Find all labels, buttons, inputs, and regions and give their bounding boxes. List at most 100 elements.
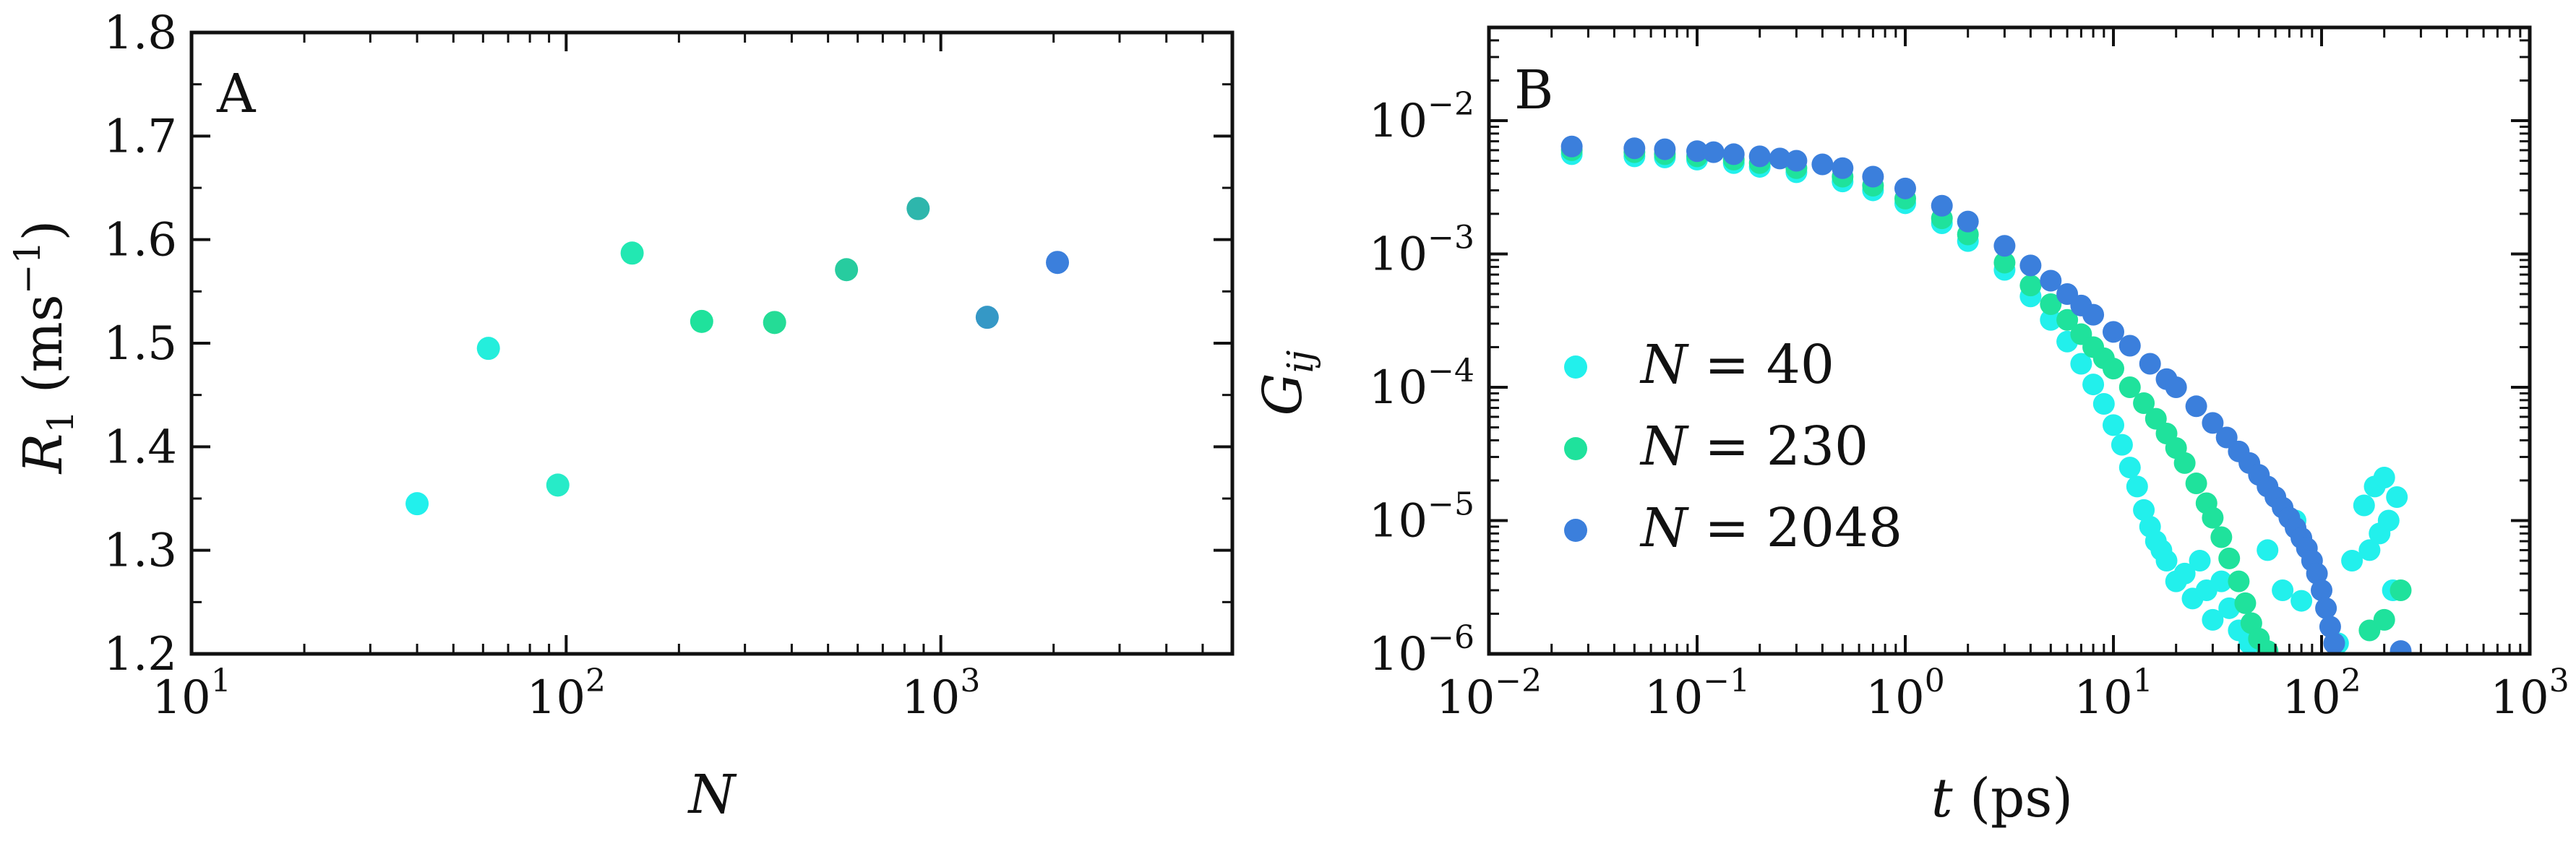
panel-b-data-point <box>2155 550 2178 572</box>
panel-a: 101 102 103 1.2 1.3 1.4 1.5 1.6 1.7 1.8 A N R1 (m… <box>7 7 1235 826</box>
panel-b-data-point <box>2319 616 2341 638</box>
panel-a-x-axis-title: N <box>687 764 737 826</box>
panel-b-data-point <box>2228 570 2250 592</box>
svg-text:Gij: Gij <box>1252 350 1321 416</box>
panel-a-y-axis-title: R1 (ms−1) <box>7 220 82 475</box>
panel-b-data-point <box>2202 608 2224 631</box>
panel-b-data-point <box>1894 177 1916 199</box>
legend-label: N = 2048 <box>1639 497 1902 559</box>
panel-b-data-point <box>2133 392 2155 414</box>
svg-text:R1 (ms−1): R1 (ms−1) <box>7 220 82 475</box>
panel-b-frame <box>1487 25 2532 656</box>
panel-b-data-point <box>2103 358 2124 380</box>
panel-a-y-tick-label: 1.7 <box>103 110 177 163</box>
panel-b-y-tick-label: 10−3 <box>1369 219 1474 281</box>
panel-b-data-point <box>1862 165 1884 188</box>
panel-b-y-tick-label: 10−4 <box>1369 353 1474 415</box>
panel-a-y-tick-label: 1.5 <box>103 317 177 371</box>
panel-b-data-point <box>2118 457 2141 479</box>
panel-a-ticks <box>190 31 1234 655</box>
panel-b-y-axis-title: Gij <box>1252 350 1321 416</box>
panel-b-data-point <box>2358 539 2381 561</box>
panel-b-series-group <box>1560 135 2412 654</box>
panel-b-data-point <box>1722 143 1745 165</box>
legend-marker <box>1564 355 1587 379</box>
panel-b-data-point <box>1993 235 2016 257</box>
panel-b-data-point <box>1748 145 1771 168</box>
panel-b-y-tick-label: 10−5 <box>1369 486 1474 548</box>
panel-a-data-point <box>476 337 500 361</box>
panel-b: 10−2 10−1 100 101 102 10310−610−510−410−310−2… <box>1252 25 2569 829</box>
panel-b-letter: B <box>1514 59 1553 121</box>
panel-b-data-point <box>2103 321 2124 343</box>
svg-text:t (ps): t (ps) <box>1931 767 2073 829</box>
panel-b-data-point <box>2386 486 2408 509</box>
panel-b-data-point <box>1769 147 1791 170</box>
panel-b-data-point <box>2373 608 2395 631</box>
panel-b-data-point <box>2070 353 2092 375</box>
panel-b-data-point <box>2133 499 2155 521</box>
panel-b-data-point <box>2291 590 2313 612</box>
legend-marker <box>1564 437 1587 460</box>
panel-b-data-point <box>2315 597 2337 619</box>
panel-b-data-point <box>2019 275 2042 297</box>
panel-a-y-tick-label: 1.8 <box>103 7 177 60</box>
panel-b-data-point <box>1811 153 1834 176</box>
panel-a-data-point <box>763 311 786 335</box>
panel-b-data-point <box>2165 376 2187 398</box>
panel-b-data-point <box>2019 254 2042 277</box>
panel-a-x-tick-label: 103 <box>901 663 980 725</box>
panel-a-data-point <box>1046 251 1070 275</box>
panel-b-data-point <box>2185 473 2207 495</box>
panel-b-data-point <box>2210 570 2233 592</box>
panel-b-data-point <box>2173 562 2196 585</box>
panel-b-data-point <box>1654 138 1676 160</box>
panel-a-y-tick-label: 1.3 <box>103 525 177 578</box>
panel-b-data-point <box>2092 393 2115 415</box>
panel-b-data-point <box>2040 269 2062 292</box>
panel-a-data-point <box>690 309 713 333</box>
panel-b-data-point <box>2218 547 2241 569</box>
panel-a-data-point <box>906 197 930 220</box>
panel-b-data-point <box>1702 141 1725 163</box>
panel-b-data-point <box>2111 434 2133 456</box>
panel-b-data-point <box>2103 414 2124 436</box>
panel-b-data-point <box>2323 632 2345 654</box>
panel-a-x-tick-label: 102 <box>527 663 606 725</box>
panel-b-legend: N = 40 N = 230 N = 2048 <box>1564 334 1902 559</box>
panel-b-data-point <box>1785 150 1808 172</box>
panel-b-x-axis-title: t (ps) <box>1931 767 2073 829</box>
panel-b-data-point <box>2272 579 2294 601</box>
panel-b-data-point <box>2306 562 2328 585</box>
panel-b-data-point <box>2390 579 2412 601</box>
panel-b-data-point <box>2234 592 2257 614</box>
panel-b-tick-labels: 10−2 10−1 100 101 102 103 10−6 10−5 10−4 10−3 10−2 <box>1369 86 2569 725</box>
panel-b-data-point <box>1993 251 2016 274</box>
panel-b-data-point <box>2118 335 2141 357</box>
panel-b-data-point <box>2257 640 2279 654</box>
panel-b-data-point <box>2390 640 2412 654</box>
panel-b-data-point <box>1957 210 1979 233</box>
panel-b-data-point <box>1623 137 1646 160</box>
panel-b-x-tick-label: 102 <box>2282 663 2361 725</box>
panel-b-x-tick-label: 10−2 <box>1436 663 1542 725</box>
panel-b-data-point <box>2173 452 2196 474</box>
panel-b-data-point <box>2139 353 2161 375</box>
panel-b-data-point <box>2257 539 2279 561</box>
panel-b-data-point <box>2341 550 2364 572</box>
panel-b-series-2 <box>1560 135 2412 654</box>
panel-b-data-point <box>2373 467 2395 489</box>
panel-b-data-point <box>2202 506 2224 529</box>
panel-b-data-point <box>2202 412 2224 434</box>
panel-a-letter: A <box>216 63 257 125</box>
panel-b-series-0 <box>1560 143 2408 654</box>
panel-a-x-tick-label: 101 <box>152 663 231 725</box>
panel-b-data-point <box>2189 550 2211 572</box>
panel-b-data-point <box>1686 140 1708 163</box>
panel-a-data-point <box>975 306 999 329</box>
panel-a-y-tick-label: 1.4 <box>103 420 177 474</box>
panel-b-data-point <box>2353 494 2375 517</box>
panel-b-y-tick-label: 10−2 <box>1369 86 1474 148</box>
panel-b-x-tick-label: 103 <box>2490 663 2569 725</box>
